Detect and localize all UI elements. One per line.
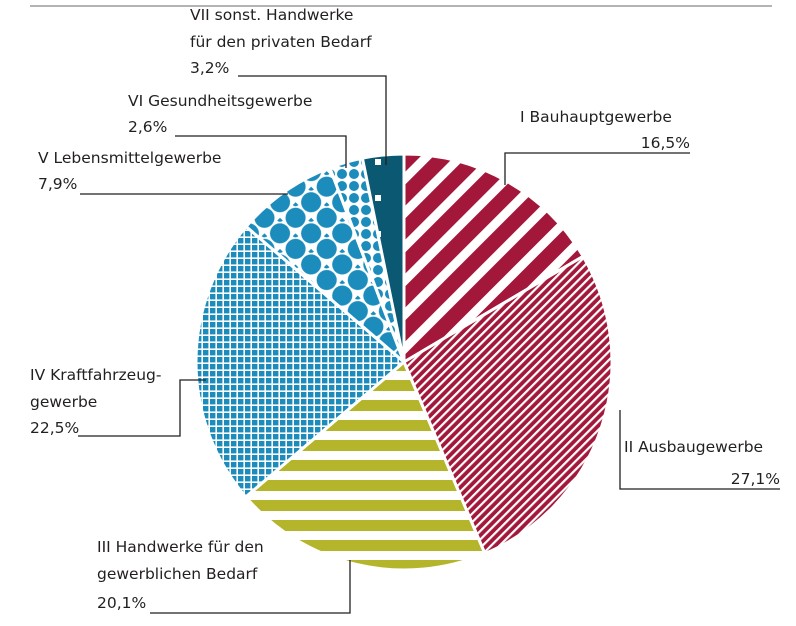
leader-line: [78, 379, 206, 437]
category-label: VII sonst. Handwerke für den privaten Bed…: [190, 6, 372, 51]
category-label: V Lebensmittelgewerbe: [38, 149, 221, 167]
leader-line: [175, 135, 347, 168]
pie-slice: [194, 224, 407, 500]
pie-slice: [402, 152, 586, 365]
leader-line: [504, 152, 690, 185]
category-label: III Handwerke für den gewerblichen Bedarf: [97, 538, 264, 583]
pie-slice: [243, 359, 487, 572]
value-label: 7,9%: [38, 175, 77, 193]
pie-slice: [402, 254, 614, 556]
labels: I Bauhauptgewerbe 16,5% II Ausbaugewerbe 27…: [30, 6, 780, 614]
category-label: VI Gesundheitsgewerbe: [128, 92, 312, 110]
leader-line: [238, 75, 387, 165]
value-label: 16,5%: [641, 134, 690, 152]
value-label: 27,1%: [731, 470, 780, 488]
value-label: 20,1%: [97, 594, 146, 612]
category-label: II Ausbaugewerbe: [624, 438, 763, 456]
value-label: 3,2%: [190, 59, 229, 77]
category-label: IV Kraftfahrzeug-gewerbe: [30, 366, 161, 411]
pie: [194, 152, 614, 572]
category-label: I Bauhauptgewerbe: [520, 108, 672, 126]
value-label: 2,6%: [128, 118, 167, 136]
leader-line: [619, 410, 780, 490]
pie-slice: [244, 165, 406, 364]
value-label: 22,5%: [30, 419, 79, 437]
leader-line: [150, 560, 351, 614]
pie-slice: [360, 152, 406, 363]
